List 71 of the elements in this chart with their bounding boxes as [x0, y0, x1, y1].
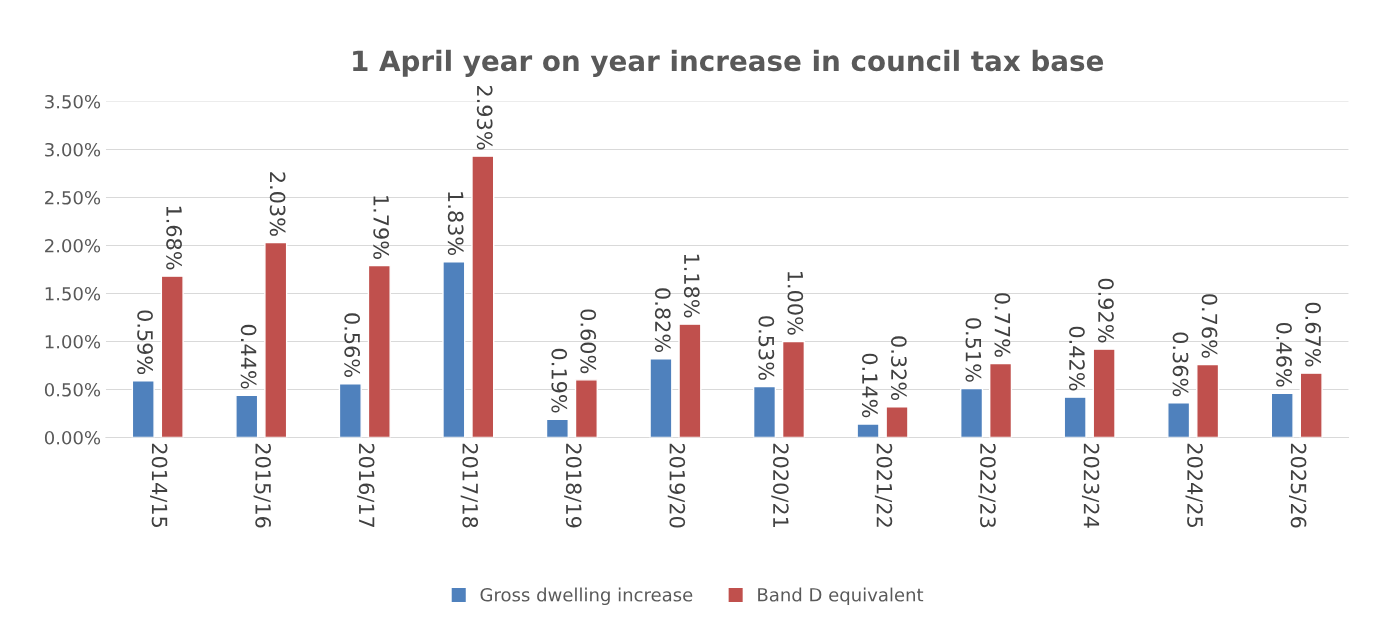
data-label: 0.51%: [965, 318, 982, 382]
y-tick-label: 3.50%: [45, 94, 101, 109]
bar: [678, 323, 702, 438]
data-label: 0.67%: [1305, 302, 1321, 367]
data-label: 0.59%: [137, 310, 153, 375]
data-label: 0.76%: [1201, 294, 1218, 358]
bar: [471, 155, 495, 438]
bar: [649, 358, 673, 438]
x-tick-label: 2014/15: [150, 443, 168, 528]
legend-label: Gross dwelling increase: [480, 587, 693, 606]
legend-label: Band D equivalent: [758, 587, 924, 606]
bar: [1167, 402, 1191, 438]
data-label: 1.00%: [787, 272, 804, 335]
y-tick-label: 1.00%: [45, 334, 101, 349]
data-label: 0.56%: [344, 313, 361, 377]
bar: [367, 264, 391, 438]
data-label: 1.83%: [447, 192, 464, 256]
data-label: 0.53%: [758, 316, 775, 380]
bar: [160, 275, 184, 438]
bar: [1196, 363, 1220, 438]
bar: [545, 418, 569, 438]
bar: [960, 387, 984, 438]
data-label: 0.46%: [1276, 322, 1292, 387]
bar: [264, 241, 288, 438]
bar: [752, 385, 777, 438]
data-label: 0.19%: [551, 348, 568, 413]
y-tick-label: 2.50%: [45, 190, 101, 205]
data-label: 0.77%: [994, 293, 1011, 357]
x-tick-label: 2015/16: [253, 443, 271, 528]
bar: [1092, 348, 1116, 438]
x-tick-label: 2020/21: [771, 443, 789, 527]
x-tick-label: 2022/23: [978, 443, 996, 528]
bar: [989, 362, 1013, 438]
data-label: 2.93%: [476, 85, 493, 150]
x-tick-label: 2016/17: [357, 443, 375, 528]
x-tick-label: 2021/22: [874, 443, 893, 527]
data-label: 1.68%: [166, 206, 182, 270]
data-label: 0.92%: [1098, 278, 1114, 343]
x-tick-label: 2023/24: [1081, 443, 1100, 528]
data-label: 0.44%: [240, 324, 257, 389]
x-tick-label: 2017/18: [460, 443, 479, 528]
bar: [131, 380, 155, 438]
data-label: 0.32%: [890, 336, 907, 401]
data-label: 1.18%: [683, 254, 700, 318]
bar: [338, 383, 362, 438]
x-tick-label: 2025/26: [1289, 443, 1307, 528]
data-label: 0.42%: [1069, 326, 1085, 391]
data-label: 1.79%: [373, 196, 390, 259]
y-tick-label: 0.50%: [44, 382, 101, 397]
bar: [856, 423, 880, 438]
bar: [574, 379, 598, 438]
bar: [781, 340, 806, 438]
data-label: 0.14%: [861, 353, 878, 418]
x-tick-label: 2019/20: [667, 443, 686, 528]
data-label: 2.03%: [269, 172, 286, 236]
y-tick-label: 3.00%: [45, 142, 101, 157]
data-label: 0.60%: [580, 309, 597, 374]
data-label: 0.82%: [654, 288, 671, 353]
bar: [235, 394, 259, 438]
y-tick-label: 1.50%: [45, 286, 101, 301]
chart-title: 1 April year on year increase in council tax base: [353, 49, 1104, 77]
x-tick-label: 2018/19: [564, 443, 582, 528]
bar: [1270, 392, 1294, 438]
y-tick-label: 2.00%: [45, 238, 101, 253]
bar: [442, 261, 466, 438]
bar: [1063, 396, 1087, 438]
bar: [885, 406, 909, 438]
y-tick-label: 0.00%: [44, 430, 101, 445]
bar: [1299, 372, 1323, 438]
x-tick-label: 2024/25: [1185, 443, 1203, 528]
data-label: 0.36%: [1172, 332, 1189, 397]
